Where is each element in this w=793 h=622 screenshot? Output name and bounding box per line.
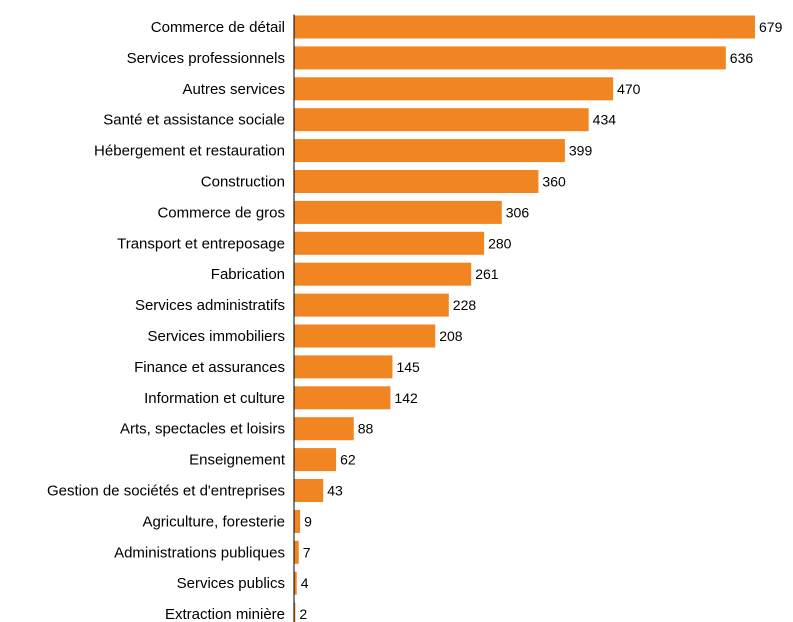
bar xyxy=(294,602,296,622)
data-label: 470 xyxy=(617,81,641,97)
category-label: Services publics xyxy=(177,575,285,592)
data-label: 280 xyxy=(488,235,512,251)
category-label: Santé et assistance sociale xyxy=(103,112,285,129)
bars-group xyxy=(294,15,755,622)
category-label: Arts, spectacles et loisirs xyxy=(120,421,285,438)
bar xyxy=(294,417,354,441)
data-label: 636 xyxy=(730,50,754,66)
bar xyxy=(294,200,502,224)
data-label: 62 xyxy=(340,452,356,468)
category-label: Commerce de détail xyxy=(151,19,285,36)
bar xyxy=(294,46,726,70)
bar xyxy=(294,170,539,193)
data-label: 88 xyxy=(358,421,374,437)
data-label: 399 xyxy=(569,143,593,159)
category-label: Services administratifs xyxy=(135,297,285,314)
bar xyxy=(294,231,485,255)
bar xyxy=(294,77,614,101)
category-label: Administrations publiques xyxy=(114,544,285,561)
category-label: Services professionnels xyxy=(127,50,285,67)
data-label: 9 xyxy=(304,513,312,529)
bar xyxy=(294,293,449,317)
data-label: 360 xyxy=(542,174,566,190)
data-label: 2 xyxy=(299,606,307,622)
category-label: Construction xyxy=(201,174,285,191)
data-label: 228 xyxy=(453,297,477,313)
data-label: 145 xyxy=(396,359,420,375)
data-label: 434 xyxy=(593,112,617,128)
bar xyxy=(294,448,337,472)
category-labels: Commerce de détail Services professionnel… xyxy=(47,19,286,622)
bar xyxy=(294,355,393,379)
bar xyxy=(294,324,436,348)
category-label: Autres services xyxy=(182,81,285,98)
bar xyxy=(294,386,391,410)
category-label: Transport et entreposage xyxy=(117,235,285,252)
bar xyxy=(294,509,301,533)
category-label: Hébergement et restauration xyxy=(94,143,285,160)
category-label: Commerce de gros xyxy=(157,204,285,221)
bar xyxy=(294,15,755,39)
bar xyxy=(294,540,299,564)
category-label: Agriculture, foresterie xyxy=(142,513,285,530)
category-label: Fabrication xyxy=(211,266,285,283)
bar xyxy=(294,262,472,286)
data-label: 4 xyxy=(301,575,309,591)
category-label: Information et culture xyxy=(144,390,285,407)
category-label: Services immobiliers xyxy=(147,328,285,345)
data-label: 306 xyxy=(506,204,530,220)
category-label: Extraction minière xyxy=(165,606,285,622)
value-labels: 6796364704343993603062802612282081451428… xyxy=(299,19,782,622)
data-label: 7 xyxy=(303,544,311,560)
data-label: 43 xyxy=(327,483,343,499)
category-label: Gestion de sociétés et d'entreprises xyxy=(47,483,285,500)
bar xyxy=(294,108,589,132)
bar xyxy=(294,479,324,502)
data-label: 208 xyxy=(439,328,463,344)
category-label: Enseignement xyxy=(189,452,286,469)
bar xyxy=(294,139,565,163)
data-label: 142 xyxy=(394,390,418,406)
data-label: 679 xyxy=(759,19,783,35)
category-label: Finance et assurances xyxy=(134,359,285,376)
data-label: 261 xyxy=(475,266,499,282)
bar xyxy=(294,571,297,595)
